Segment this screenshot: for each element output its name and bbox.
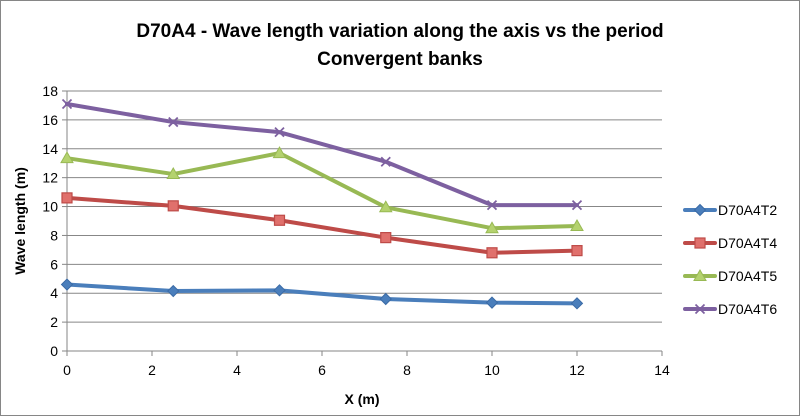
data-point	[166, 167, 181, 180]
data-point	[486, 199, 498, 211]
y-tick-label: 10	[42, 199, 58, 215]
plot-series	[60, 98, 584, 310]
data-point	[570, 219, 584, 232]
series-d70a4t6	[61, 98, 583, 211]
series-d70a4t5	[60, 146, 584, 234]
axes: 0 2 4 6 8 10 12 14 16 18 0 2 4 6 8 10 12 14	[42, 83, 670, 378]
y-tick-label: 4	[50, 285, 58, 301]
legend-item: D70A4T5	[683, 268, 777, 284]
x-tick-label: 14	[654, 362, 670, 378]
data-point	[485, 296, 499, 309]
data-point	[167, 284, 180, 298]
legend-swatch-marker	[693, 203, 707, 217]
legend-label: D70A4T6	[718, 301, 777, 317]
legend-item: D70A4T2	[683, 202, 777, 218]
y-tick-label: 8	[50, 227, 58, 243]
x-marker-stroke	[380, 156, 391, 167]
x-marker-stroke	[61, 98, 73, 110]
data-point	[273, 284, 286, 297]
data-point	[379, 292, 392, 306]
data-point	[61, 98, 73, 110]
data-point	[273, 214, 286, 226]
data-point	[378, 200, 393, 213]
x-tick-label: 2	[148, 362, 156, 378]
x-tick-label: 6	[318, 362, 326, 378]
chart-title: D70A4 - Wave length variation along the …	[136, 21, 663, 42]
legend-label: D70A4T5	[718, 268, 777, 284]
legend-label: D70A4T2	[718, 202, 777, 218]
y-tick-label: 2	[50, 314, 58, 330]
x-marker-stroke	[694, 303, 706, 315]
data-point	[60, 278, 74, 291]
chart-subtitle: Convergent banks	[317, 49, 483, 70]
data-point	[272, 146, 287, 159]
x-marker-stroke	[168, 116, 179, 128]
legend-item: D70A4T4	[683, 235, 777, 251]
y-axis-title: Wave length (m)	[12, 167, 28, 275]
legend: D70A4T2 D70A4T4 D70A4T5 D70A4T6	[683, 202, 777, 317]
data-point	[61, 192, 73, 204]
data-point	[274, 127, 285, 138]
y-tick-label: 18	[42, 83, 58, 99]
series-line	[65, 195, 579, 255]
legend-swatch-marker	[693, 268, 707, 281]
legend-item: D70A4T6	[683, 301, 777, 317]
data-point	[60, 151, 74, 164]
x-axis-title: X (m)	[345, 391, 380, 407]
x-tick-label: 4	[233, 362, 241, 378]
x-marker-stroke	[274, 127, 285, 138]
data-point	[168, 116, 179, 128]
data-point	[485, 221, 499, 234]
x-marker-stroke	[571, 199, 583, 211]
x-marker-stroke	[486, 199, 498, 211]
x-tick-label: 12	[569, 362, 585, 378]
data-point	[167, 200, 179, 212]
series-line	[65, 282, 579, 306]
y-tick-label: 12	[42, 170, 58, 186]
y-tick-label: 6	[50, 256, 58, 272]
series-d70a4t2	[60, 278, 584, 310]
y-tick-label: 16	[42, 112, 58, 128]
y-tick-label: 14	[42, 141, 58, 157]
data-point	[571, 199, 583, 211]
x-tick-label: 8	[403, 362, 411, 378]
series-line	[65, 102, 579, 208]
data-point	[380, 232, 392, 244]
data-point	[570, 297, 584, 310]
legend-label: D70A4T4	[718, 235, 777, 251]
x-tick-label: 10	[484, 362, 500, 378]
x-tick-label: 0	[63, 362, 71, 378]
legend-swatch-marker	[694, 237, 706, 249]
data-point	[380, 156, 391, 167]
series-d70a4t4	[61, 192, 583, 259]
legend-swatch-marker	[694, 303, 706, 315]
y-tick-label: 0	[50, 343, 58, 359]
data-point	[571, 245, 583, 257]
series-line	[65, 151, 579, 231]
data-point	[486, 247, 498, 259]
